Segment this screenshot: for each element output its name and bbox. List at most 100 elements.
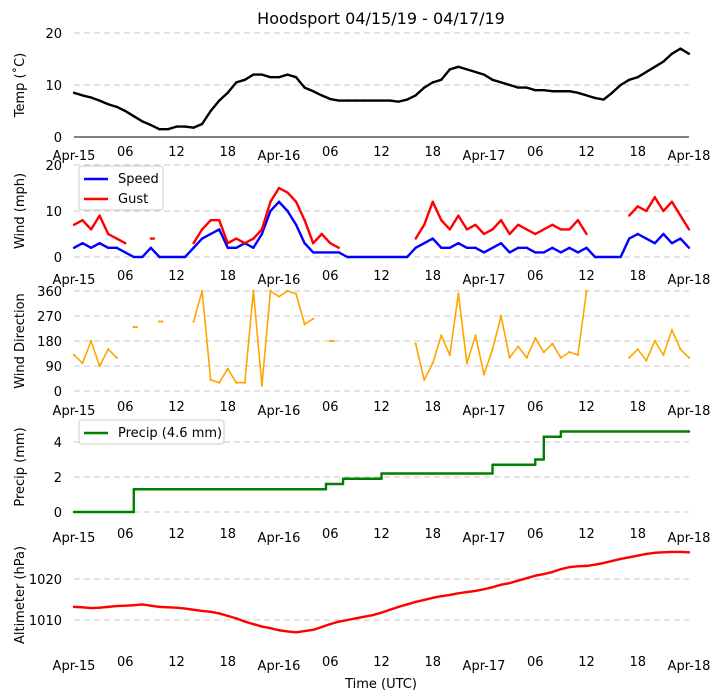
data-point-speed	[568, 246, 571, 249]
data-point-speed	[354, 255, 358, 259]
data-point-direction	[332, 339, 335, 343]
data-point-gust	[585, 232, 588, 236]
data-point-temp	[294, 76, 298, 79]
data-point-altimeter	[200, 609, 204, 613]
data-point-altimeter	[491, 586, 494, 589]
data-point-gust	[687, 228, 691, 231]
x-tick-label: Apr-18	[668, 149, 711, 164]
data-point-direction	[414, 342, 417, 345]
data-point-direction	[687, 356, 691, 359]
data-point-temp	[81, 94, 84, 97]
data-point-precip	[542, 435, 545, 438]
data-point-gust	[252, 237, 255, 240]
data-point-altimeter	[525, 576, 528, 580]
y-tick-label: 360	[37, 285, 62, 300]
series-line-precip	[74, 430, 689, 514]
data-point-gust	[98, 214, 101, 217]
legend-box	[78, 419, 225, 445]
series-line-gust	[628, 195, 691, 231]
x-tick-label: 12	[578, 527, 595, 542]
data-point-altimeter	[311, 628, 315, 632]
data-point-altimeter	[482, 588, 486, 591]
data-point-speed	[218, 228, 221, 231]
series-line-direction	[628, 329, 690, 362]
data-point-temp	[124, 109, 127, 113]
data-point-temp	[448, 68, 452, 71]
data-point-temp	[166, 128, 170, 131]
data-point-temp	[269, 76, 272, 79]
data-point-temp	[516, 86, 520, 89]
x-tick-label: 06	[527, 145, 544, 160]
data-point-temp	[141, 120, 144, 123]
data-point-precip	[559, 430, 563, 433]
data-point-temp	[226, 91, 229, 95]
data-point-temp	[218, 99, 221, 102]
data-point-temp	[653, 65, 657, 69]
y-tick-label: 180	[37, 335, 62, 350]
data-point-gust	[679, 214, 682, 217]
data-point-precip	[132, 488, 135, 491]
data-point-temp	[286, 73, 289, 76]
data-point-speed	[576, 251, 580, 254]
data-point-direction	[491, 348, 494, 351]
data-point-temp	[277, 76, 281, 79]
legend: Speed Gust	[78, 165, 164, 211]
data-point-speed	[158, 255, 161, 259]
data-point-altimeter	[72, 605, 76, 609]
x-tick-label: 06	[117, 400, 134, 415]
data-point-altimeter	[81, 606, 84, 609]
x-tick-label: 06	[527, 527, 544, 542]
data-point-altimeter	[354, 617, 358, 620]
data-point-precip	[341, 477, 345, 480]
data-point-altimeter	[388, 608, 392, 611]
data-point-altimeter	[542, 572, 545, 576]
y-tick-label: 0	[54, 131, 62, 146]
data-point-gust	[474, 223, 477, 226]
data-point-gust	[457, 214, 460, 217]
data-point-temp	[200, 122, 204, 126]
x-tick-label: 06	[322, 269, 339, 284]
data-point-speed	[72, 246, 76, 249]
data-point-temp	[619, 83, 622, 87]
x-tick-label: 06	[117, 527, 134, 542]
data-point-gust	[337, 246, 340, 249]
data-point-gust	[645, 209, 648, 213]
data-point-speed	[628, 237, 631, 240]
data-point-speed	[320, 251, 323, 254]
data-point-gust	[294, 200, 298, 203]
x-tick-label: 06	[527, 400, 544, 415]
data-point-direction	[662, 353, 665, 357]
data-point-speed	[687, 246, 691, 249]
data-point-gust	[414, 237, 417, 240]
data-point-speed	[431, 237, 434, 240]
data-point-altimeter	[414, 600, 417, 604]
panel-temp: 0 10 20 Apr-15 06 12 18 Apr-16 06 12 18 Apr-17 06 12 1…	[12, 27, 710, 164]
data-point-speed	[337, 251, 340, 254]
data-point-temp	[252, 73, 255, 76]
data-point-temp	[645, 70, 648, 74]
x-tick-label: 18	[219, 655, 236, 670]
x-tick-label: 06	[322, 655, 339, 670]
data-point-gust	[260, 228, 264, 231]
data-point-direction	[106, 348, 110, 351]
data-point-direction	[72, 353, 76, 357]
data-point-altimeter	[679, 550, 682, 554]
data-point-speed	[209, 232, 212, 236]
data-point-direction	[269, 289, 272, 293]
chart-title: Hoodsport 04/15/19 - 04/17/19	[257, 9, 505, 28]
x-tick-label: 18	[424, 269, 441, 284]
data-point-speed	[294, 223, 298, 226]
data-point-gust	[192, 242, 195, 245]
data-point-temp	[89, 96, 93, 99]
x-tick-label: Apr-16	[258, 273, 301, 288]
data-point-direction	[499, 314, 503, 318]
data-point-gust	[81, 219, 84, 222]
x-tick-label: Apr-16	[258, 531, 301, 546]
legend-label: Speed	[118, 172, 159, 187]
data-point-speed	[405, 255, 409, 259]
data-point-speed	[81, 242, 84, 245]
data-point-gust	[628, 214, 631, 217]
data-point-speed	[277, 200, 281, 203]
y-tick-label: 2	[54, 471, 62, 486]
